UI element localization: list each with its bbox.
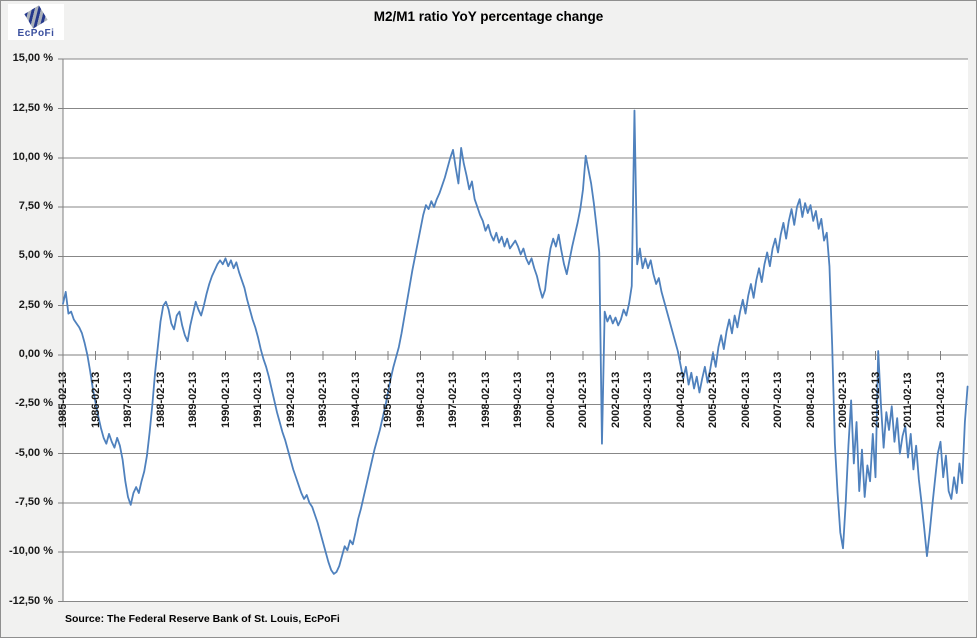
x-axis-label: 2006-02-13 [739, 371, 752, 428]
y-axis-label: -12,50 % [8, 594, 53, 607]
x-axis-label: 1990-02-13 [219, 371, 232, 428]
source-note: Source: The Federal Reserve Bank of St. … [65, 613, 340, 625]
x-axis-label: 2003-02-13 [642, 371, 654, 428]
x-axis-label: 1989-02-13 [187, 371, 199, 428]
plot-background [63, 59, 968, 602]
ecpofi-logo-icon [24, 5, 48, 29]
x-axis-label: 1991-02-13 [252, 371, 264, 428]
y-axis-label: -5,00 % [15, 446, 53, 459]
x-axis-label: 1988-02-13 [154, 371, 167, 428]
x-axis-label: 2012-02-13 [934, 371, 947, 428]
x-axis-label: 2004-02-13 [674, 371, 687, 428]
x-axis-label: 2002-02-13 [609, 371, 622, 428]
x-axis-label: 1998-02-13 [479, 371, 492, 428]
x-axis-label: 1985-02-13 [57, 371, 69, 428]
ecpofi-logo: EcPoFi [8, 4, 64, 40]
x-axis-label: 2000-02-13 [544, 371, 557, 428]
x-axis-label: 1986-02-13 [89, 371, 102, 428]
x-axis-label: 2007-02-13 [772, 371, 784, 428]
x-axis-label: 2011-02-13 [902, 372, 914, 428]
x-axis-label: 2001-02-13 [577, 371, 589, 428]
y-axis-label: 2,50 % [18, 298, 53, 311]
y-axis-label: -7,50 % [15, 495, 53, 508]
x-axis-label: 2009-02-13 [837, 371, 849, 428]
series-line [62, 109, 969, 575]
x-axis-label: 2010-02-13 [869, 371, 882, 428]
y-axis-label: 5,00 % [18, 249, 53, 262]
x-axis-label: 2008-02-13 [804, 371, 817, 428]
y-axis-label: 7,50 % [18, 200, 53, 213]
x-axis-label: 1993-02-13 [317, 371, 329, 428]
ecpofi-logo-text: EcPoFi [17, 28, 55, 39]
x-axis-label: 1994-02-13 [349, 371, 362, 428]
y-axis-label: -2,50 % [15, 397, 53, 410]
y-axis-label: 10,00 % [12, 150, 53, 163]
x-axis-label: 2005-02-13 [707, 371, 719, 428]
x-axis-label: 1992-02-13 [284, 371, 297, 428]
x-axis-label: 1987-02-13 [122, 371, 134, 428]
x-axis-label: 1996-02-13 [414, 371, 427, 428]
x-axis-label: 1995-02-13 [382, 371, 394, 428]
x-axis-label: 1997-02-13 [447, 371, 459, 428]
y-axis-label: 0,00 % [18, 348, 53, 360]
chart-title: M2/M1 ratio YoY percentage change [373, 9, 604, 24]
y-axis-label: -10,00 % [8, 545, 53, 558]
x-axis-label: 1999-02-13 [512, 371, 524, 428]
y-axis-label: 12,50 % [12, 101, 53, 114]
y-axis-label: 15,00 % [12, 52, 53, 65]
